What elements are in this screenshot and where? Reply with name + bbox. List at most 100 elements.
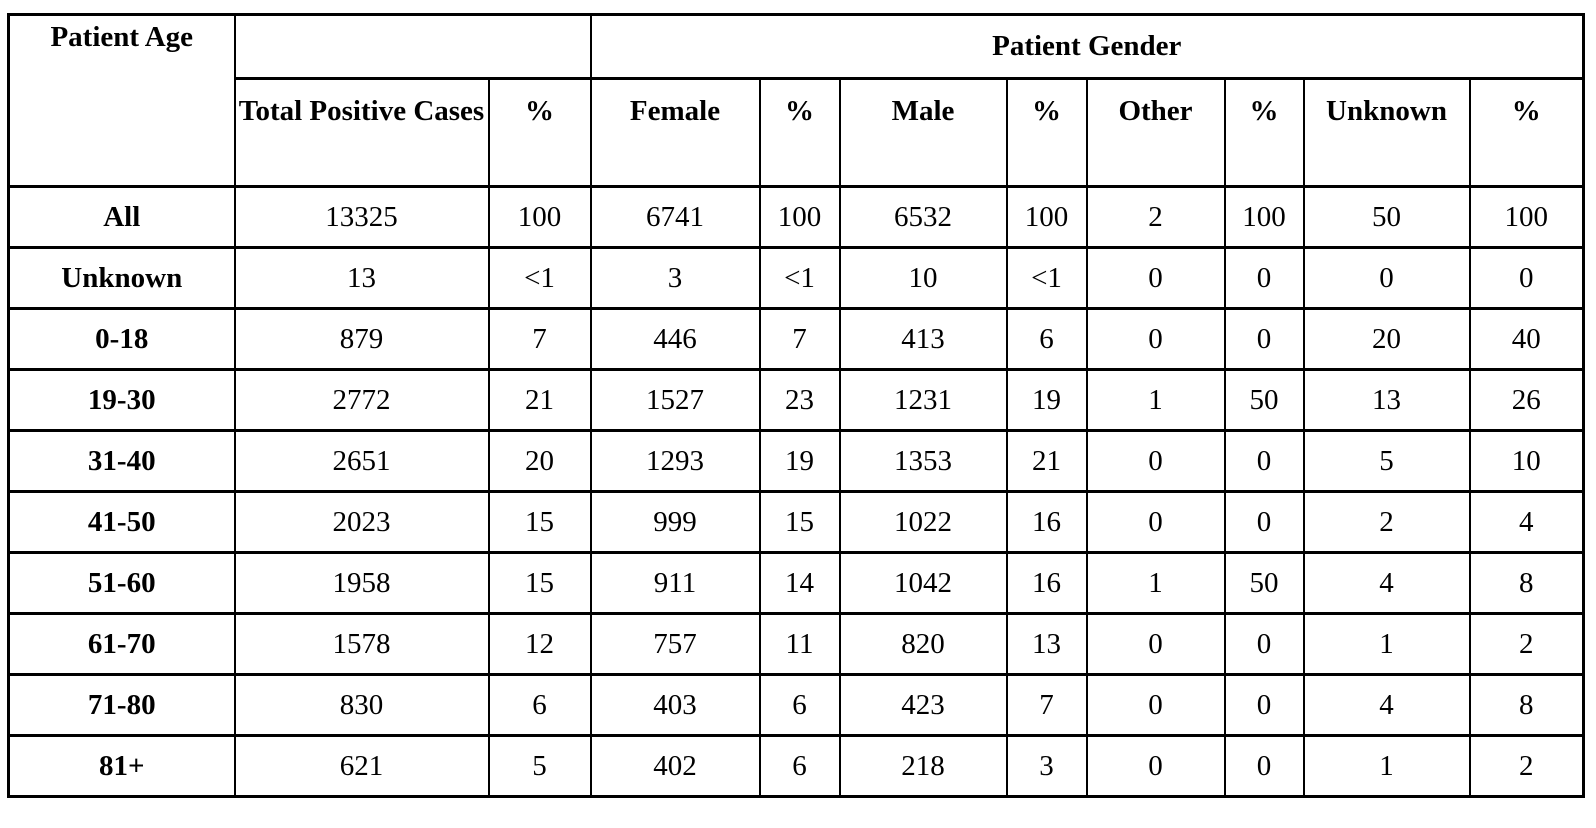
data-cell: 403 [589, 673, 761, 737]
table-body: All 13325 100 6741 100 6532 100 2 100 50 100 Unknow… [7, 185, 1585, 798]
data-cell: 1293 [589, 429, 761, 493]
data-cell: 2 [1468, 612, 1585, 676]
data-cell: 6 [487, 673, 592, 737]
data-cell: 0 [1085, 612, 1226, 676]
data-cell: 19 [758, 429, 841, 493]
data-cell: 100 [1005, 185, 1088, 249]
data-cell: 15 [487, 490, 592, 554]
table-header: Patient Age Patient Gender Total Positiv… [7, 13, 1585, 188]
data-cell: 1527 [589, 368, 761, 432]
data-cell: 50 [1302, 185, 1471, 249]
data-cell: 40 [1468, 307, 1585, 371]
column-header-unknown-percent: % [1468, 77, 1585, 188]
data-cell: 413 [838, 307, 1008, 371]
column-header-total-positive-cases: Total Positive Cases [233, 77, 490, 188]
data-cell: 2 [1468, 734, 1585, 798]
column-header-unknown: Unknown [1302, 77, 1471, 188]
data-cell: 621 [233, 734, 490, 798]
data-cell: 830 [233, 673, 490, 737]
data-cell: 0 [1223, 307, 1305, 371]
data-cell: 1 [1085, 368, 1226, 432]
data-cell: 0 [1085, 307, 1226, 371]
row-label: 41-50 [7, 490, 236, 554]
column-header-female-percent: % [758, 77, 841, 188]
data-cell: 16 [1005, 490, 1088, 554]
data-cell: 1958 [233, 551, 490, 615]
table-row: 41-50 2023 15 999 15 1022 16 0 0 2 4 [7, 490, 1585, 554]
table-row: 19-30 2772 21 1527 23 1231 19 1 50 13 26 [7, 368, 1585, 432]
data-cell: 10 [838, 246, 1008, 310]
data-cell: 1231 [838, 368, 1008, 432]
data-cell: 7 [1005, 673, 1088, 737]
table-row: 61-70 1578 12 757 11 820 13 0 0 1 2 [7, 612, 1585, 676]
data-cell: 218 [838, 734, 1008, 798]
row-label: 71-80 [7, 673, 236, 737]
data-cell: 23 [758, 368, 841, 432]
data-cell: 0 [1223, 734, 1305, 798]
data-cell: 100 [1468, 185, 1585, 249]
data-cell: 50 [1223, 551, 1305, 615]
row-label: 19-30 [7, 368, 236, 432]
data-cell: 0 [1223, 246, 1305, 310]
data-cell: 21 [1005, 429, 1088, 493]
data-cell: 446 [589, 307, 761, 371]
data-cell: <1 [487, 246, 592, 310]
data-cell: 4 [1468, 490, 1585, 554]
data-cell: 21 [487, 368, 592, 432]
data-cell: 0 [1085, 429, 1226, 493]
row-label: Unknown [7, 246, 236, 310]
data-cell: 999 [589, 490, 761, 554]
data-cell: 100 [1223, 185, 1305, 249]
data-cell: 0 [1085, 673, 1226, 737]
patient-age-gender-table: Patient Age Patient Gender Total Positiv… [7, 13, 1586, 798]
data-cell: 0 [1223, 429, 1305, 493]
empty-header-cell [233, 13, 592, 80]
data-cell: 11 [758, 612, 841, 676]
row-label: All [7, 185, 236, 249]
data-cell: 13325 [233, 185, 490, 249]
data-cell: 15 [487, 551, 592, 615]
data-cell: 5 [1302, 429, 1471, 493]
data-cell: 100 [487, 185, 592, 249]
data-cell: 6532 [838, 185, 1008, 249]
data-cell: 879 [233, 307, 490, 371]
table-row: 81+ 621 5 402 6 218 3 0 0 1 2 [7, 734, 1585, 798]
row-label: 61-70 [7, 612, 236, 676]
column-header-total-percent: % [487, 77, 592, 188]
table-row: 31-40 2651 20 1293 19 1353 21 0 0 5 10 [7, 429, 1585, 493]
data-cell: <1 [1005, 246, 1088, 310]
data-cell: 7 [758, 307, 841, 371]
data-cell: 13 [1302, 368, 1471, 432]
data-cell: 16 [1005, 551, 1088, 615]
table-row: All 13325 100 6741 100 6532 100 2 100 50 100 [7, 185, 1585, 249]
data-cell: 4 [1302, 551, 1471, 615]
data-cell: 4 [1302, 673, 1471, 737]
data-cell: 10 [1468, 429, 1585, 493]
data-cell: 820 [838, 612, 1008, 676]
data-cell: 26 [1468, 368, 1585, 432]
row-label: 0-18 [7, 307, 236, 371]
data-cell: 3 [589, 246, 761, 310]
data-cell: 1 [1302, 734, 1471, 798]
data-cell: <1 [758, 246, 841, 310]
data-cell: 100 [758, 185, 841, 249]
data-cell: 15 [758, 490, 841, 554]
header-row-top: Patient Age Patient Gender [7, 13, 1585, 188]
data-cell: 20 [487, 429, 592, 493]
data-cell: 20 [1302, 307, 1471, 371]
group-header-patient-gender: Patient Gender [589, 13, 1585, 80]
data-cell: 2 [1302, 490, 1471, 554]
column-header-male-percent: % [1005, 77, 1088, 188]
row-label: 51-60 [7, 551, 236, 615]
data-cell: 2772 [233, 368, 490, 432]
data-cell: 423 [838, 673, 1008, 737]
table-row: 0-18 879 7 446 7 413 6 0 0 20 40 [7, 307, 1585, 371]
data-cell: 0 [1223, 612, 1305, 676]
data-cell: 1 [1302, 612, 1471, 676]
data-cell: 0 [1468, 246, 1585, 310]
column-header-male: Male [838, 77, 1008, 188]
data-cell: 402 [589, 734, 761, 798]
data-cell: 1022 [838, 490, 1008, 554]
data-cell: 757 [589, 612, 761, 676]
